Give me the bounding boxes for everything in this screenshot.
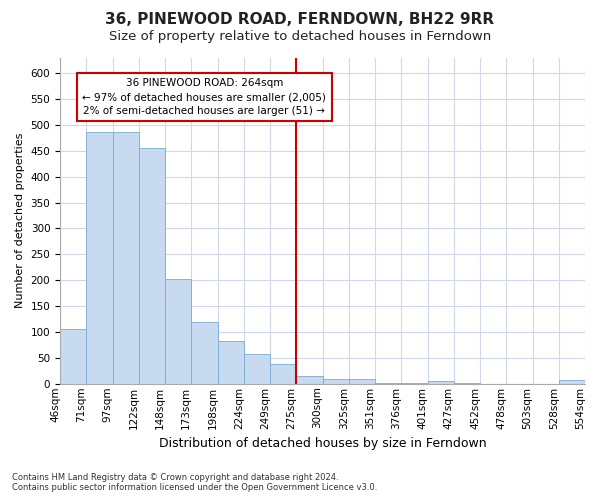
Bar — [323, 378, 349, 384]
Bar — [244, 354, 270, 384]
Bar — [218, 342, 244, 384]
Text: 36, PINEWOOD ROAD, FERNDOWN, BH22 9RR: 36, PINEWOOD ROAD, FERNDOWN, BH22 9RR — [106, 12, 494, 28]
Bar — [375, 382, 401, 384]
Bar — [165, 279, 191, 384]
Y-axis label: Number of detached properties: Number of detached properties — [15, 133, 25, 308]
Bar — [559, 380, 585, 384]
Bar — [86, 132, 113, 384]
Bar — [270, 364, 296, 384]
Bar — [191, 322, 218, 384]
Text: Size of property relative to detached houses in Ferndown: Size of property relative to detached ho… — [109, 30, 491, 43]
Bar — [296, 376, 323, 384]
Bar — [139, 148, 165, 384]
Bar — [60, 330, 86, 384]
Text: Contains HM Land Registry data © Crown copyright and database right 2024.
Contai: Contains HM Land Registry data © Crown c… — [12, 473, 377, 492]
Bar — [401, 383, 428, 384]
X-axis label: Distribution of detached houses by size in Ferndown: Distribution of detached houses by size … — [159, 437, 487, 450]
Bar — [428, 381, 454, 384]
Bar — [349, 378, 375, 384]
Bar — [454, 383, 480, 384]
Bar — [113, 132, 139, 384]
Text: 36 PINEWOOD ROAD: 264sqm
← 97% of detached houses are smaller (2,005)
2% of semi: 36 PINEWOOD ROAD: 264sqm ← 97% of detach… — [82, 78, 326, 116]
